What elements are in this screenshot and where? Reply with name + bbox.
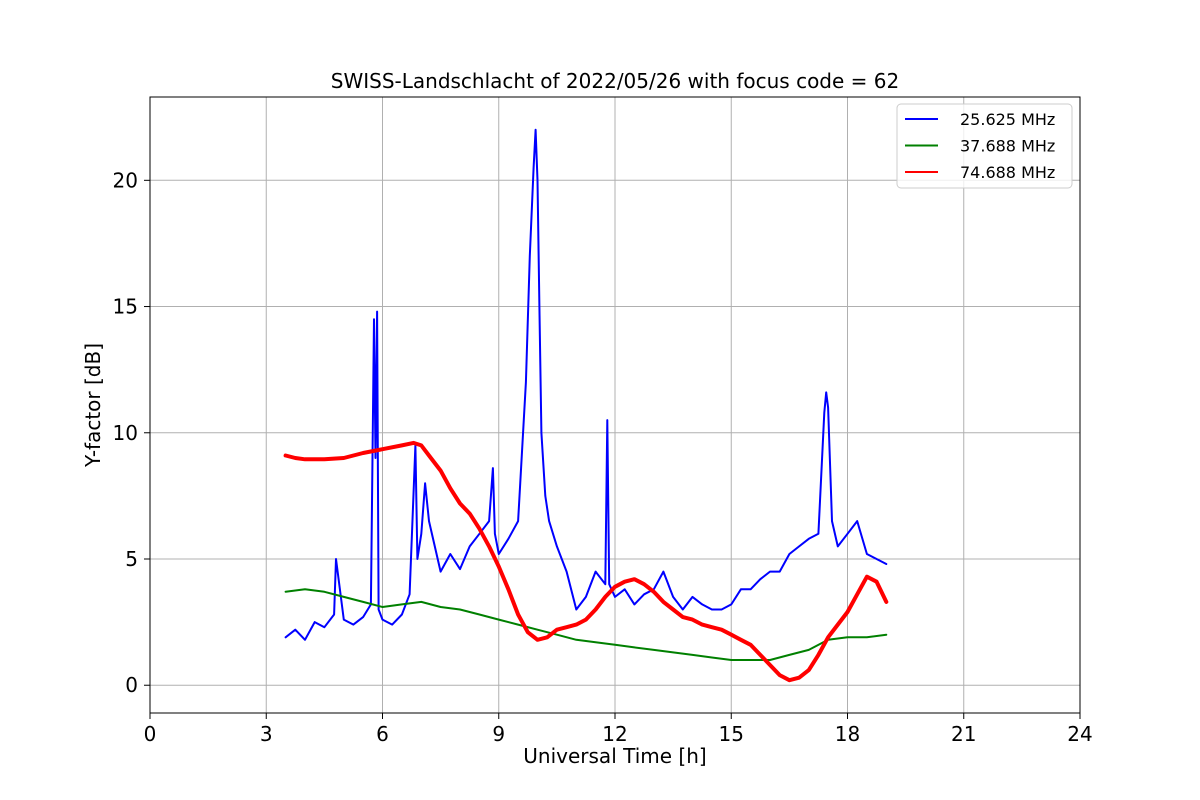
x-axis-label: Universal Time [h]: [523, 744, 706, 768]
series-layer: [283, 128, 889, 683]
series-line-3: [283, 440, 889, 683]
legend: 25.625 MHz 37.688 MHz 74.688 MHz: [896, 103, 1073, 189]
chart-title: SWISS-Landschlacht of 2022/05/26 with fo…: [331, 69, 899, 93]
x-tick-label: 9: [492, 722, 505, 746]
legend-label: 74.688 MHz: [960, 163, 1055, 182]
y-tick-label: 5: [125, 547, 138, 571]
x-tick-label: 6: [376, 722, 389, 746]
y-tick-label: 15: [113, 295, 138, 319]
x-tick-label: 21: [951, 722, 976, 746]
legend-label: 25.625 MHz: [960, 110, 1055, 129]
legend-label: 37.688 MHz: [960, 137, 1055, 156]
legend-entries: 25.625 MHz 37.688 MHz 74.688 MHz: [905, 110, 1055, 182]
y-tick-label: 0: [125, 673, 138, 697]
x-tick-label: 15: [719, 722, 744, 746]
axis-ticks: 0 3 6 9 12 15 18 21 24 0 5 10 15 20: [113, 168, 1093, 746]
legend-box: [896, 103, 1073, 189]
series-line-2: [284, 588, 888, 661]
x-tick-label: 24: [1067, 722, 1092, 746]
y-tick-label: 10: [113, 421, 138, 445]
y-tick-label: 20: [113, 168, 138, 192]
x-tick-label: 18: [835, 722, 860, 746]
x-tick-label: 12: [602, 722, 627, 746]
series-line-1: [284, 128, 888, 641]
x-tick-label: 3: [260, 722, 273, 746]
x-tick-label: 0: [144, 722, 157, 746]
y-axis-label: Y-factor [dB]: [81, 343, 105, 468]
